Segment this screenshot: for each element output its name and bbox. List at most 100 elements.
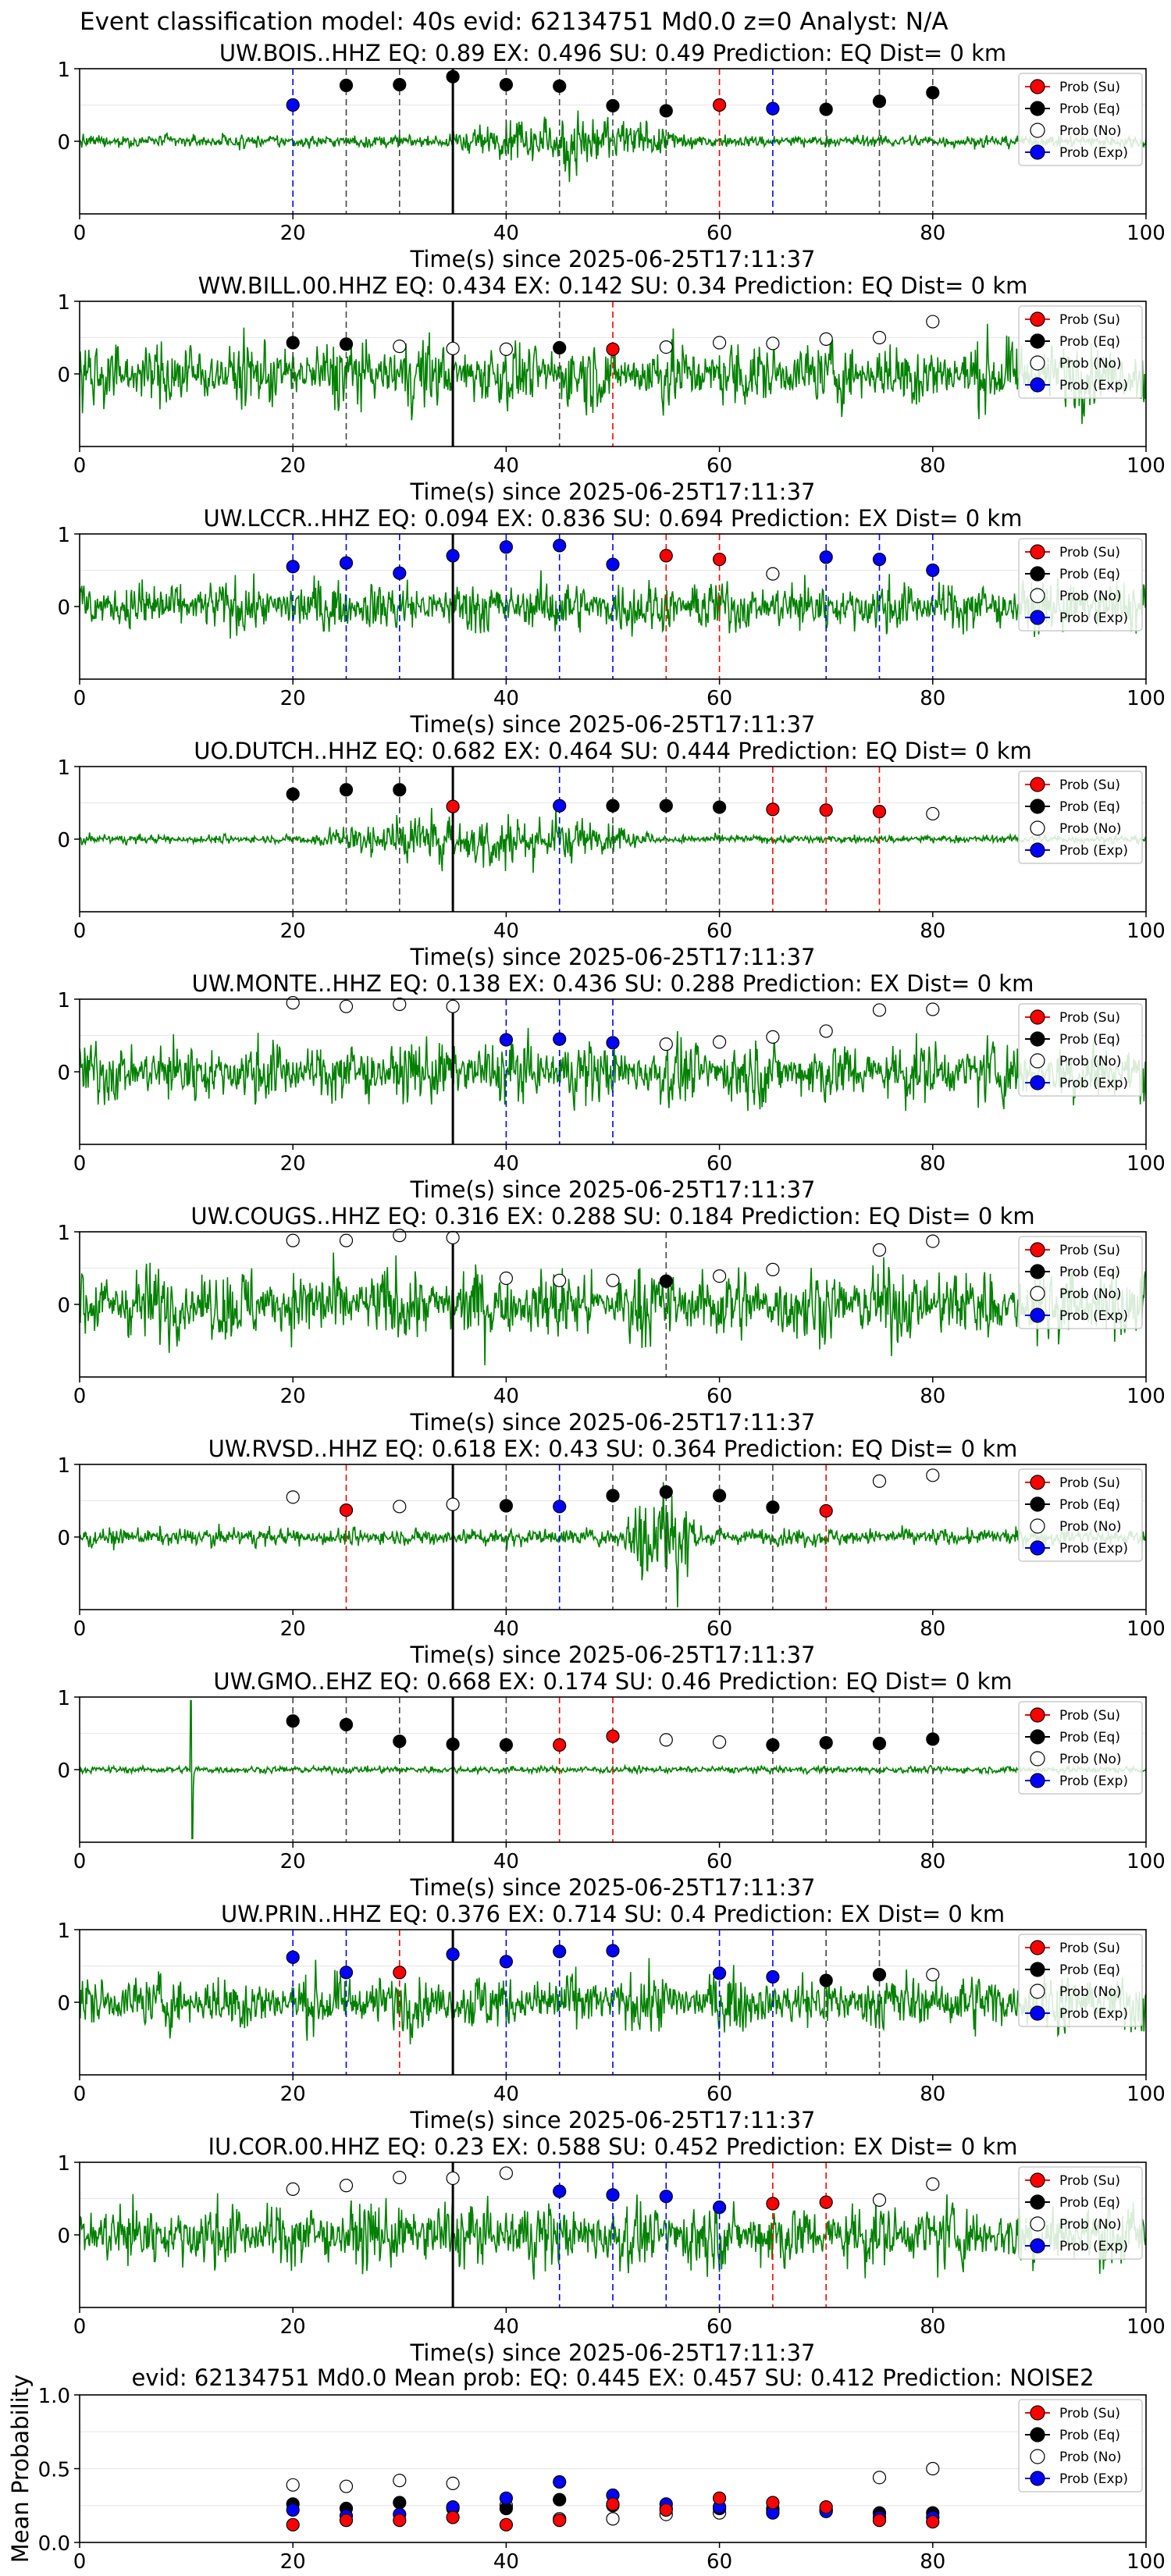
xtick-label: 20	[280, 1152, 306, 1176]
prob-marker-su	[659, 549, 673, 563]
prob-marker-no	[926, 315, 940, 329]
mean-prob-marker-su	[553, 2514, 567, 2528]
legend-marker-eq	[1030, 566, 1045, 582]
prob-marker-exp	[553, 799, 567, 813]
ytick-label: 1	[57, 1687, 70, 1710]
legend-marker-su	[1030, 544, 1045, 560]
legend-label-eq: Prob (Eq)	[1059, 1962, 1120, 1978]
legend-marker-no	[1030, 123, 1045, 138]
prob-marker-no	[393, 340, 407, 354]
legend-label-no: Prob (No)	[1059, 1054, 1122, 1069]
prob-marker-no	[339, 1233, 354, 1247]
xtick-label: 60	[707, 687, 732, 710]
prob-marker-eq	[872, 1736, 887, 1751]
legend-marker-no	[1030, 1984, 1045, 1999]
prob-marker-exp	[712, 2201, 727, 2215]
xtick-label: 20	[280, 1617, 306, 1641]
legend-marker-no	[1030, 1286, 1045, 1301]
legend-label-su: Prob (Su)	[1059, 2173, 1120, 2189]
prob-marker-no	[926, 1468, 940, 1482]
xtick-label: 80	[920, 1617, 945, 1641]
figure-title: Event classification model: 40s evid: 62…	[80, 8, 949, 36]
legend-marker-su	[1030, 777, 1045, 792]
panel-title: UW.GMO..EHZ EQ: 0.668 EX: 0.174 SU: 0.46…	[213, 1668, 1012, 1695]
xtick-label: 100	[1127, 454, 1166, 478]
prob-marker-no	[819, 332, 833, 346]
prob-marker-no	[872, 1474, 887, 1488]
legend-marker-exp	[1030, 610, 1045, 625]
legend-marker-su	[1030, 2172, 1045, 2188]
legend-label-su: Prob (Su)	[1059, 545, 1120, 560]
xtick-label: 100	[1127, 687, 1166, 710]
mean-prob-marker-su	[339, 2514, 354, 2528]
prob-marker-eq	[606, 98, 620, 113]
prob-marker-exp	[499, 1033, 514, 1047]
prob-marker-su	[393, 1966, 407, 1980]
prob-marker-no	[553, 1273, 567, 1287]
panel-1: UW.BOIS..HHZ EQ: 0.89 EX: 0.496 SU: 0.49…	[57, 40, 1165, 272]
prob-marker-eq	[393, 783, 407, 797]
ytick-label: 0	[57, 1759, 70, 1783]
prob-marker-no	[446, 2171, 460, 2186]
prob-marker-no	[872, 2193, 887, 2207]
xtick-label: 60	[707, 454, 732, 478]
mean-prob-marker-su	[659, 2503, 673, 2517]
xtick-label: 0	[73, 687, 87, 710]
prob-marker-exp	[766, 101, 780, 116]
legend-marker-eq	[1030, 333, 1045, 349]
prob-marker-no	[499, 342, 514, 356]
prob-marker-exp	[553, 1944, 567, 1959]
ytick-label: 1	[57, 1454, 70, 1478]
legend-marker-no	[1030, 588, 1045, 603]
prob-marker-no	[872, 1243, 887, 1257]
legend-label-exp: Prob (Exp)	[1059, 1774, 1128, 1789]
legend-marker-exp	[1030, 2471, 1045, 2486]
legend-label-eq: Prob (Eq)	[1059, 101, 1120, 117]
legend-label-exp: Prob (Exp)	[1059, 2471, 1128, 2487]
ytick-label: 1	[57, 524, 70, 547]
legend-marker-no	[1030, 1518, 1045, 1534]
summary-title: evid: 62134751 Md0.0 Mean prob: EQ: 0.44…	[131, 2364, 1094, 2391]
xtick-label: 40	[493, 454, 519, 478]
mean-prob-marker-su	[499, 2517, 514, 2532]
prob-marker-exp	[286, 560, 300, 574]
prob-marker-eq	[553, 79, 567, 93]
panel-title: UW.PRIN..HHZ EQ: 0.376 EX: 0.714 SU: 0.4…	[221, 1901, 1005, 1927]
prob-marker-su	[766, 2197, 780, 2211]
waveform-trace	[80, 2193, 1146, 2280]
prob-marker-eq	[286, 787, 300, 801]
prob-marker-exp	[393, 566, 407, 580]
panel-title: UO.DUTCH..HHZ EQ: 0.682 EX: 0.464 SU: 0.…	[194, 738, 1032, 764]
xtick-label: 80	[920, 454, 945, 478]
xtick-label: 40	[493, 1850, 519, 1873]
prob-marker-no	[286, 1233, 300, 1247]
prob-marker-eq	[339, 783, 354, 797]
legend-label-su: Prob (Su)	[1059, 1243, 1120, 1258]
ytick-label: 0	[57, 596, 70, 620]
panel-6: UW.COUGS..HHZ EQ: 0.316 EX: 0.288 SU: 0.…	[57, 1203, 1165, 1436]
legend-marker-exp	[1030, 2005, 1045, 2021]
mean-prob-marker-su	[446, 2510, 460, 2524]
prob-marker-no	[393, 997, 407, 1012]
legend-marker-eq	[1030, 101, 1045, 116]
panel-title: UW.LCCR..HHZ EQ: 0.094 EX: 0.836 SU: 0.6…	[204, 505, 1023, 532]
ytick-label: 1	[57, 1222, 70, 1245]
legend-label-exp: Prob (Exp)	[1059, 610, 1128, 626]
xtick-label: 20	[280, 1850, 306, 1873]
legend-marker-eq	[1030, 1962, 1045, 1977]
xtick-label: 80	[920, 2550, 945, 2574]
legend-label-su: Prob (Su)	[1059, 80, 1120, 95]
xtick-label: 40	[493, 1385, 519, 1408]
legend-marker-eq	[1030, 1496, 1045, 1512]
prob-marker-su	[819, 803, 833, 817]
panel-7: UW.RVSD..HHZ EQ: 0.618 EX: 0.43 SU: 0.36…	[57, 1436, 1165, 1668]
legend-label-no: Prob (No)	[1059, 589, 1122, 604]
x-axis-label: Time(s) since 2025-06-25T17:11:37	[410, 2107, 816, 2133]
prob-marker-exp	[712, 1966, 727, 1980]
legend-label-exp: Prob (Exp)	[1059, 2239, 1128, 2254]
mean-prob-marker-su	[606, 2497, 620, 2511]
mean-prob-marker-eq	[393, 2496, 407, 2510]
legend-marker-exp	[1030, 1308, 1045, 1323]
xtick-label: 40	[493, 2083, 519, 2106]
